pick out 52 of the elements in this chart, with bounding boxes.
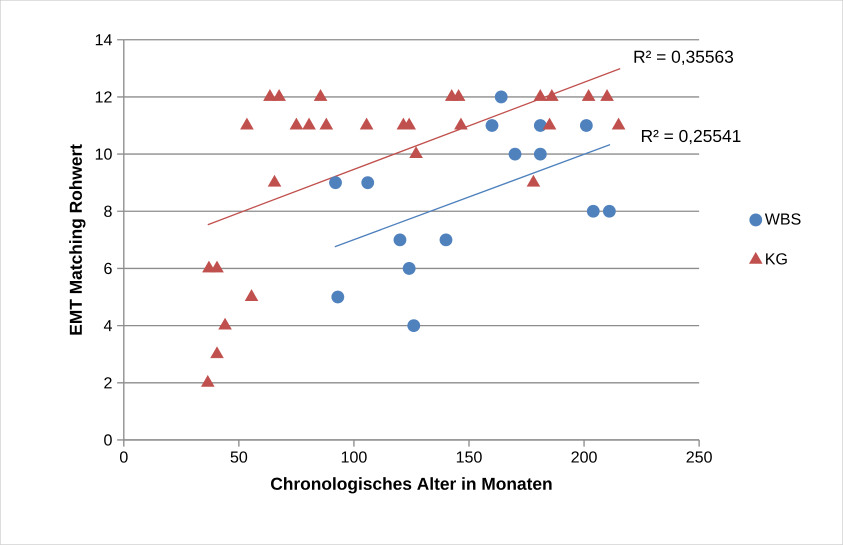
y-axis-title: EMT Matching Rohwert <box>69 144 86 335</box>
point <box>272 89 286 101</box>
point <box>409 146 423 158</box>
legend-label: WBS <box>764 213 801 225</box>
point <box>240 118 254 130</box>
point <box>331 290 344 304</box>
point <box>452 89 466 101</box>
point <box>534 89 547 101</box>
x-tick-label: 0 <box>120 451 128 463</box>
point <box>320 118 333 130</box>
y-tick-label: 14 <box>96 34 112 46</box>
point <box>402 262 416 275</box>
y-tick-label: 6 <box>104 262 112 274</box>
y-tick-label: 4 <box>104 320 112 332</box>
point <box>268 175 282 187</box>
legend-label: KG <box>766 253 787 265</box>
x-axis-title: Chronologisches Alter in Monaten <box>271 477 552 494</box>
point <box>218 318 232 330</box>
point <box>329 176 342 190</box>
x-tick-label: 100 <box>342 451 367 463</box>
point <box>361 176 374 190</box>
point <box>360 118 374 130</box>
point <box>542 118 556 130</box>
point <box>612 118 626 130</box>
point <box>586 204 600 218</box>
point <box>244 290 258 302</box>
y-tick-label: 8 <box>104 206 112 218</box>
annotation: R² = 0,25541 <box>642 130 740 144</box>
point <box>407 319 420 332</box>
point <box>302 118 316 130</box>
x-tick-label: 200 <box>571 451 597 463</box>
point <box>210 260 224 272</box>
point <box>602 204 616 218</box>
x-tick-label: 150 <box>456 451 482 463</box>
point <box>582 89 596 101</box>
point <box>545 89 558 101</box>
y-tick-label: 0 <box>104 434 112 446</box>
point <box>394 234 406 246</box>
y-tick-label: 10 <box>96 148 112 160</box>
point <box>454 118 468 130</box>
point <box>440 234 452 246</box>
point <box>600 89 614 101</box>
annotation: R² = 0,35563 <box>634 50 734 65</box>
point <box>210 346 224 358</box>
y-tick-label: 2 <box>104 377 112 388</box>
y-tick-label: 12 <box>96 91 112 103</box>
point <box>290 118 304 130</box>
point <box>314 89 328 101</box>
x-tick-label: 50 <box>230 451 248 463</box>
point <box>526 175 540 187</box>
x-tick-label: 250 <box>686 451 712 463</box>
point <box>201 375 214 387</box>
